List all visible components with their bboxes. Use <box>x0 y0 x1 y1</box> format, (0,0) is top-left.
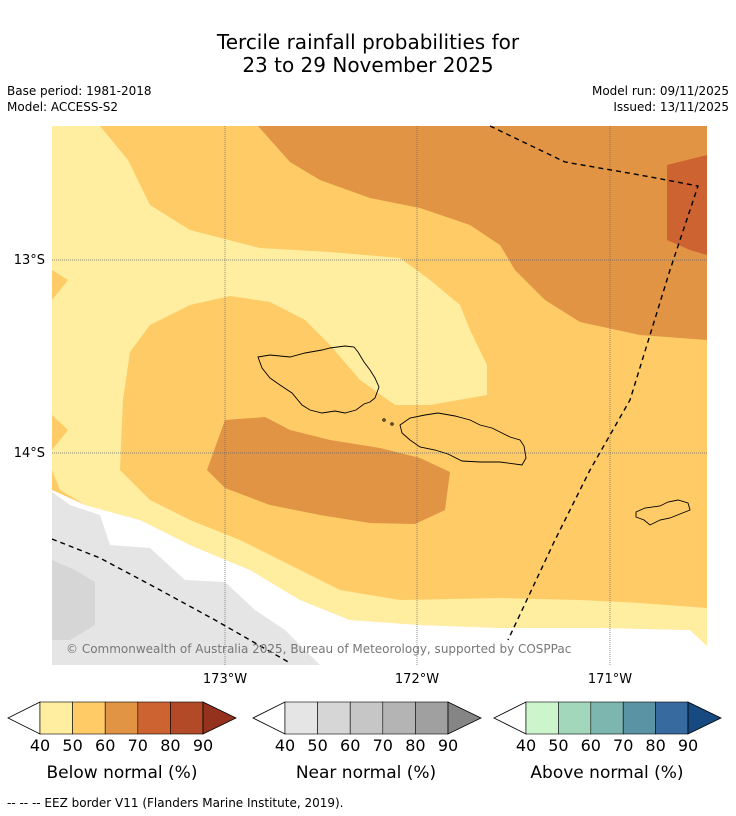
manono-island <box>382 418 386 422</box>
apolima-island <box>390 422 394 426</box>
meta-left: Base period: 1981-2018 Model: ACCESS-S2 <box>7 83 152 115</box>
colorbar-near-tick: 40 <box>275 736 295 755</box>
colorbar-above-title: Above normal (%) <box>530 763 683 783</box>
issued-date: Issued: 13/11/2025 <box>613 100 729 114</box>
colorbar-above-bin-5 <box>655 701 689 735</box>
model-name: Model: ACCESS-S2 <box>7 100 119 114</box>
colorbar-above-over-arrow <box>687 701 722 735</box>
colorbar-near-over-arrow <box>447 701 482 735</box>
lon-label-171w: 171°W <box>588 672 632 687</box>
lon-label-173w: 173°W <box>203 672 247 687</box>
title-line-2: 23 to 29 November 2025 <box>242 53 494 77</box>
colorbar-below-bin-4 <box>137 701 171 735</box>
colorbar-above-tick: 60 <box>581 736 601 755</box>
colorbar-above-bin-2 <box>558 701 592 735</box>
colorbar-below: 40 50 60 70 80 90 Below normal (%) <box>7 701 237 783</box>
eez-border-south <box>51 538 291 664</box>
colorbar-near-bin-2 <box>317 701 351 735</box>
colorbar-below-bin-5 <box>170 701 204 735</box>
colorbar-near-title: Near normal (%) <box>296 763 436 783</box>
colorbar-near-under-arrow <box>252 701 286 735</box>
colorbar-below-tick: 70 <box>128 736 148 755</box>
region-60-70-south <box>207 417 450 524</box>
colorbar-above-tick: 40 <box>516 736 536 755</box>
region-near-50-60 <box>52 560 95 640</box>
eez-footnote: -- -- -- EEZ border V11 (Flanders Marine… <box>7 796 344 810</box>
lat-label-14s: 14°S <box>14 446 45 461</box>
colorbar-above-under-arrow <box>493 701 527 735</box>
colorbar-above-tick: 70 <box>613 736 633 755</box>
colorbar-below-bin-3 <box>104 701 139 735</box>
colorbar-near-tick: 60 <box>340 736 360 755</box>
colorbar-near-tick: 90 <box>438 736 458 755</box>
colorbar-above-bin-3 <box>590 701 624 735</box>
eez-border-east <box>489 125 699 641</box>
colorbar-near: 40 50 60 70 80 90 Near normal (%) <box>252 701 482 783</box>
colorbar-below-tick: 90 <box>193 736 213 755</box>
copyright-notice: © Commonwealth of Australia 2025, Bureau… <box>66 642 571 656</box>
coastlines <box>257 345 691 526</box>
colorbar-above-tick: 50 <box>548 736 568 755</box>
colorbar-above-tick: 80 <box>645 736 665 755</box>
base-period: Base period: 1981-2018 <box>7 84 152 98</box>
colorbar-above-tick: 90 <box>678 736 698 755</box>
region-60-70-north <box>258 126 707 340</box>
colorbar-below-title: Below normal (%) <box>47 763 198 783</box>
lat-label-13s: 13°S <box>14 253 45 268</box>
colorbar-below-tick: 60 <box>95 736 115 755</box>
colorbar-below-bin-2 <box>72 701 106 735</box>
region-70-80 <box>667 155 707 255</box>
colorbar-near-tick: 70 <box>373 736 393 755</box>
colorbar-below-tick: 80 <box>160 736 180 755</box>
colorbar-above-bin-4 <box>622 701 656 735</box>
colorbar-near-bin-1 <box>284 701 318 735</box>
colorbar-near-bin-5 <box>415 701 449 735</box>
colorbar-below-bin-1 <box>39 701 73 735</box>
savaii-island <box>257 345 380 414</box>
colorbar-near-bin-4 <box>382 701 416 735</box>
model-run: Model run: 09/11/2025 <box>591 84 729 98</box>
colorbar-below-tick: 40 <box>30 736 50 755</box>
region-near-40-50 <box>52 492 320 665</box>
title-line-1: Tercile rainfall probabilities for <box>216 30 520 54</box>
map-title: Tercile rainfall probabilities for 23 to… <box>0 31 736 77</box>
colorbar-above: 40 50 60 70 80 90 Above normal (%) <box>493 701 722 783</box>
colorbar-near-bin-3 <box>349 701 384 735</box>
upolu-island <box>399 412 527 466</box>
colorbar-below-over-arrow <box>202 701 237 735</box>
colorbar-below-under-arrow <box>7 701 41 735</box>
colorbar-near-tick: 50 <box>307 736 327 755</box>
colorbar-below-tick: 50 <box>62 736 82 755</box>
colorbar-above-bin-1 <box>525 701 559 735</box>
eez-border <box>51 125 699 664</box>
region-40-50 <box>52 126 707 646</box>
probability-field <box>52 126 707 665</box>
tutuila-island <box>635 499 691 526</box>
meta-right: Model run: 09/11/2025 Issued: 13/11/2025 <box>592 83 729 115</box>
colorbar-near-tick: 80 <box>405 736 425 755</box>
lon-label-172w: 172°W <box>395 672 439 687</box>
